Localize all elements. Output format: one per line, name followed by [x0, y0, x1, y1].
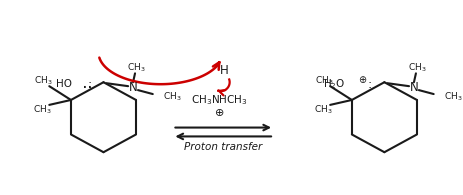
- Text: HO: HO: [56, 79, 72, 89]
- Text: Proton transfer: Proton transfer: [183, 142, 261, 152]
- Text: H: H: [220, 64, 229, 77]
- Text: CH$_3$: CH$_3$: [407, 61, 425, 74]
- Text: CH$_3$: CH$_3$: [314, 74, 333, 87]
- Text: $\mathbf{..}$: $\mathbf{..}$: [81, 80, 92, 90]
- Text: $\oplus$: $\oplus$: [357, 74, 367, 85]
- Text: H$_2$O: H$_2$O: [322, 77, 344, 91]
- Text: :: :: [88, 78, 92, 91]
- Text: CH$_3$: CH$_3$: [34, 74, 53, 87]
- Text: N: N: [128, 81, 137, 94]
- Text: CH$_3$: CH$_3$: [33, 104, 51, 116]
- Text: CH$_3$: CH$_3$: [313, 104, 332, 116]
- Text: CH$_3$: CH$_3$: [443, 91, 461, 103]
- Text: :: :: [367, 78, 371, 91]
- Text: $\oplus$: $\oplus$: [213, 107, 224, 118]
- Text: CH$_3$: CH$_3$: [162, 91, 181, 103]
- Text: CH$_3$: CH$_3$: [126, 61, 145, 74]
- Text: CH$_3$NHCH$_3$: CH$_3$NHCH$_3$: [190, 93, 246, 107]
- Text: N: N: [409, 81, 418, 94]
